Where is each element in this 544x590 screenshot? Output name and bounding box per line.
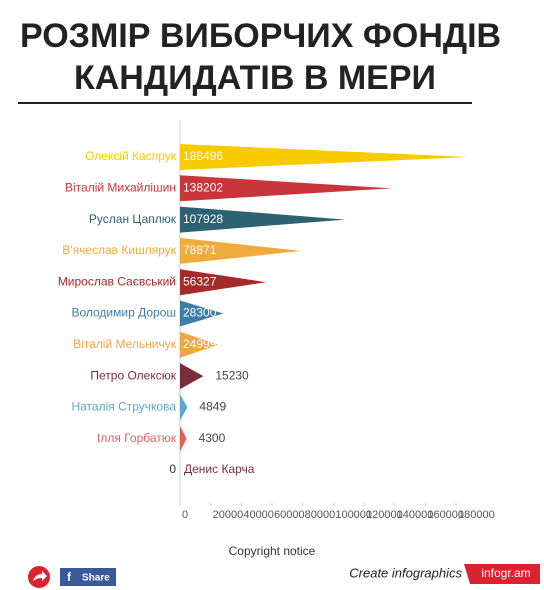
value-label: 24999 — [183, 337, 217, 351]
x-tick-label: 0 — [182, 509, 188, 521]
x-tick-label: 80000 — [305, 509, 336, 521]
bar — [180, 237, 301, 264]
brand: infogr.am — [481, 566, 530, 580]
category-label: Руслан Цаплюк — [89, 212, 177, 226]
bar — [180, 269, 267, 296]
create-link[interactable]: Create infographics — [349, 565, 462, 580]
bar — [180, 175, 392, 202]
value-label: 0 — [169, 462, 176, 476]
bar — [180, 300, 224, 327]
value-label: 78871 — [183, 243, 217, 257]
x-tick-label: 60000 — [274, 509, 305, 521]
share-button[interactable] — [60, 568, 116, 586]
value-label: 4300 — [199, 431, 226, 445]
share-label: Share — [82, 573, 110, 584]
bar — [180, 331, 219, 358]
copyright: Copyright notice — [229, 544, 316, 558]
x-tick-label: 40000 — [243, 509, 274, 521]
category-label: Віталій Михайлішин — [65, 180, 176, 194]
bar — [180, 394, 188, 421]
bar — [180, 206, 346, 233]
x-tick-label: 160000 — [427, 509, 464, 521]
brand-badge[interactable] — [464, 564, 540, 584]
fb-icon: f — [67, 570, 72, 584]
category-label: Денис Карча — [184, 462, 255, 476]
value-label: 28300 — [183, 306, 217, 320]
chart-title: РОЗМІР ВИБОРЧИХ ФОНДІВ — [20, 17, 501, 55]
category-label: В'ячеслав Кишлярук — [62, 243, 176, 257]
bar — [180, 425, 187, 452]
category-label: Ілля Горбатюк — [97, 431, 177, 445]
share-arrow — [33, 571, 47, 581]
category-label: Петро Олексюк — [90, 368, 176, 382]
x-tick-label: 180000 — [458, 509, 495, 521]
x-tick-label: 140000 — [397, 509, 434, 521]
bar — [180, 144, 470, 170]
value-label: 107928 — [183, 212, 223, 226]
x-tick-label: 120000 — [366, 509, 403, 521]
category-label: Наталія Стручкова — [71, 400, 176, 414]
category-label: Віталій Мельничук — [73, 337, 177, 351]
bar — [180, 363, 204, 390]
category-label: Володимир Дорош — [71, 306, 176, 320]
value-label: 56327 — [183, 274, 217, 288]
value-label: 188496 — [183, 149, 223, 163]
x-tick-label: 20000 — [213, 509, 244, 521]
value-label: 4849 — [199, 400, 226, 414]
chart-title: КАНДИДАТІВ В МЕРИ — [74, 59, 436, 97]
category-label: Мирослав Саєвський — [58, 274, 176, 288]
value-label: 15230 — [215, 368, 249, 382]
value-label: 138202 — [183, 180, 223, 194]
x-tick-label: 100000 — [335, 509, 372, 521]
category-label: Олексій Каспрук — [85, 149, 177, 163]
